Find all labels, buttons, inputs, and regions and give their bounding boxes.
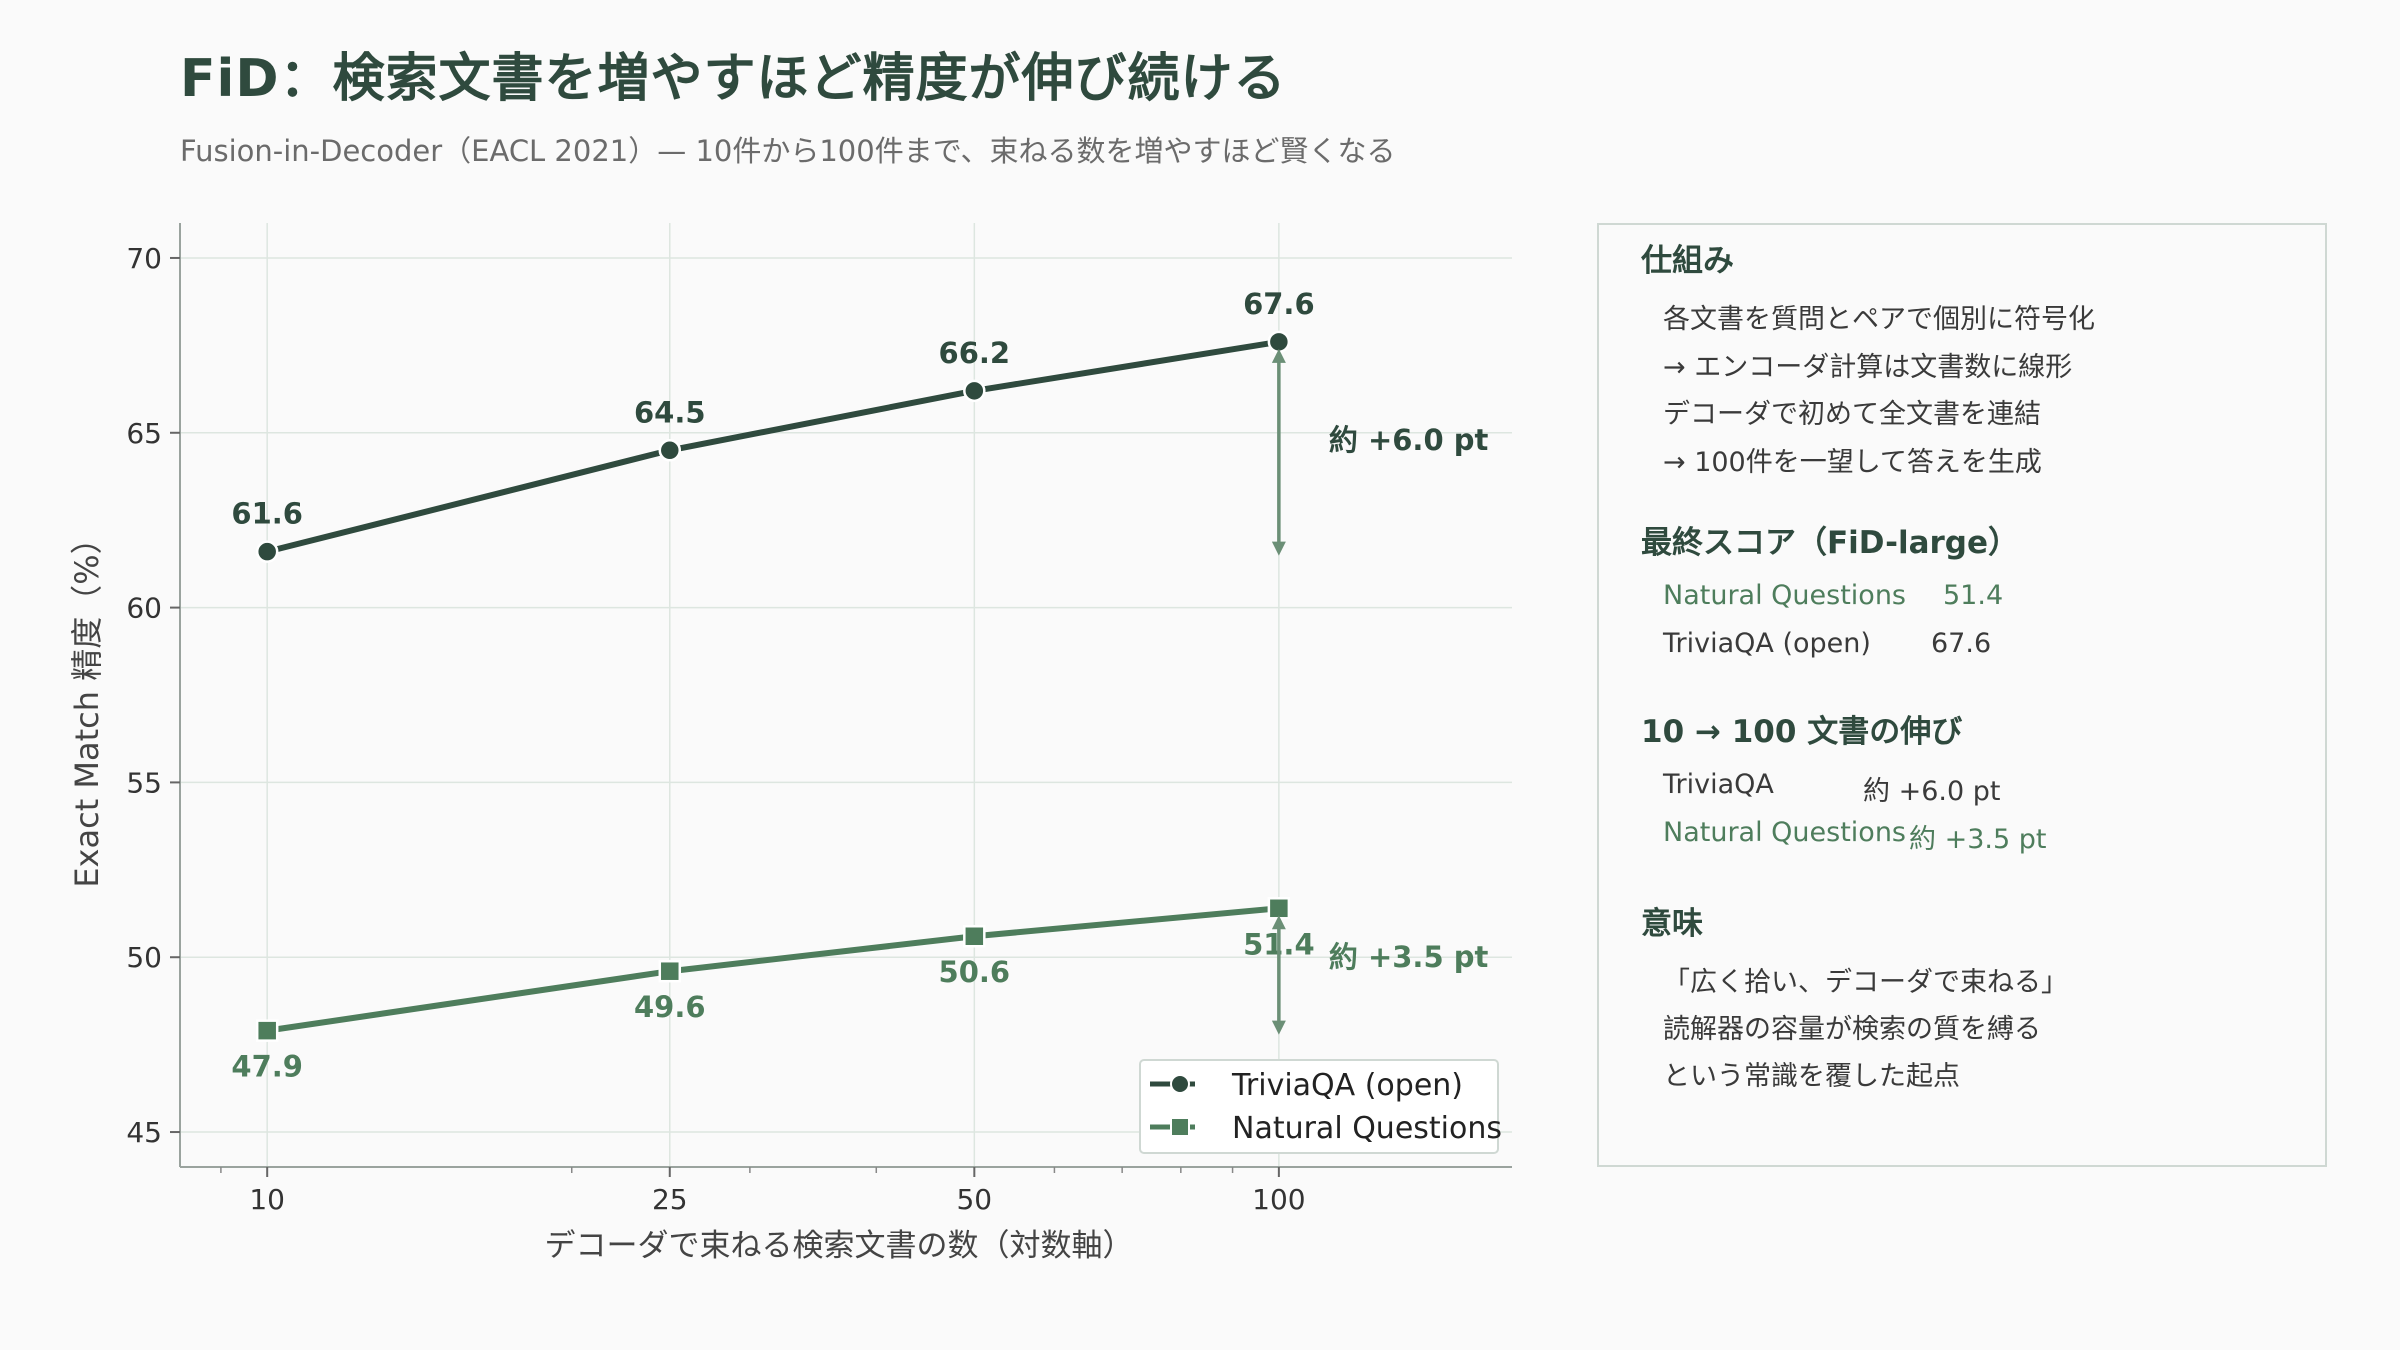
- mechanism-title: 仕組み: [1641, 243, 1734, 279]
- data-point: [1267, 897, 1291, 920]
- improvement-label: 約 +3.5 pt: [1329, 940, 1489, 974]
- x-tick-label: 50: [956, 1183, 992, 1216]
- meaning-line: 読解器の容量が検索の質を縛る: [1663, 1014, 2041, 1045]
- y-tick-label: 45: [126, 1116, 162, 1149]
- x-tick-label: 100: [1252, 1183, 1305, 1216]
- mechanism-line: → エンコーダ計算は文書数に線形: [1663, 352, 2073, 383]
- final-score-tq-name: TriviaQA (open): [1663, 628, 1871, 659]
- series-line-trivia: [266, 338, 1280, 555]
- growth-nq-name: Natural Questions: [1663, 817, 1906, 848]
- y-tick-label: 60: [126, 592, 162, 625]
- legend-label-trivia: TriviaQA (open): [1231, 1068, 1463, 1103]
- data-label: 47.9: [231, 1050, 303, 1084]
- data-label: 49.6: [634, 990, 706, 1024]
- growth-tq-name: TriviaQA: [1663, 769, 1774, 800]
- final-score-tq-value: 67.6: [1931, 628, 1992, 659]
- x-axis-label: デコーダで束ねる検索文書の数（対数軸）: [545, 1228, 1134, 1264]
- y-axis-label: Exact Match 精度（%）: [68, 522, 106, 887]
- data-label: 67.6: [1243, 287, 1315, 321]
- data-label: 61.6: [231, 497, 303, 531]
- legend-marker-trivia: [1170, 1074, 1190, 1094]
- y-tick-label: 70: [126, 242, 162, 275]
- data-label: 64.5: [634, 395, 706, 429]
- final-score-title: 最終スコア（FiD-large）: [1641, 525, 2020, 561]
- meaning-line: 「広く拾い、デコーダで束ねる」: [1663, 967, 2068, 998]
- data-point: [658, 439, 682, 462]
- data-point: [255, 1019, 279, 1042]
- data-point: [255, 540, 279, 563]
- legend: TriviaQA (open) Natural Questions: [1139, 1059, 1502, 1154]
- page-title: FiD：検索文書を増やすほど精度が伸び続ける: [180, 49, 1287, 109]
- growth-tq-value: 約 +6.0 pt: [1863, 776, 2001, 807]
- y-tick-label: 65: [126, 417, 162, 450]
- data-point: [1267, 330, 1291, 354]
- legend-label-nq: Natural Questions: [1232, 1111, 1502, 1146]
- x-tick-label: 25: [652, 1183, 688, 1216]
- meaning-title: 意味: [1641, 906, 1703, 942]
- data-point: [658, 959, 682, 983]
- mechanism-line: デコーダで初めて全文書を連結: [1663, 399, 2041, 430]
- y-tick-label: 55: [126, 766, 162, 799]
- x-tick-label: 10: [249, 1183, 285, 1216]
- line-chart: 45 50 55 60 65 70 10 25 50 100 61.6 64.5 66.2 67.6 47…: [68, 223, 1512, 1264]
- page-subtitle: Fusion-in-Decoder（EACL 2021）— 10件から100件ま…: [180, 134, 1396, 168]
- data-point: [963, 379, 986, 403]
- data-label: 66.2: [939, 336, 1011, 370]
- data-label: 50.6: [939, 955, 1011, 989]
- final-score-nq-value: 51.4: [1943, 580, 2004, 611]
- mechanism-line: → 100件を一望して答えを生成: [1663, 447, 2042, 478]
- series-line-nq: [266, 905, 1280, 1034]
- legend-marker-nq: [1170, 1117, 1190, 1137]
- improvement-label: 約 +6.0 pt: [1329, 423, 1489, 457]
- growth-title: 10 → 100 文書の伸び: [1641, 714, 1963, 750]
- growth-nq-value: 約 +3.5 pt: [1909, 824, 2047, 855]
- mechanism-line: 各文書を質問とペアで個別に符号化: [1663, 304, 2095, 335]
- summary-panel: 仕組み 各文書を質問とペアで個別に符号化 → エンコーダ計算は文書数に線形 デコ…: [1597, 223, 2327, 1167]
- final-score-nq-name: Natural Questions: [1663, 580, 1906, 611]
- meaning-line: という常識を覆した起点: [1663, 1061, 1960, 1092]
- data-point: [963, 924, 986, 948]
- y-tick-label: 50: [126, 941, 162, 974]
